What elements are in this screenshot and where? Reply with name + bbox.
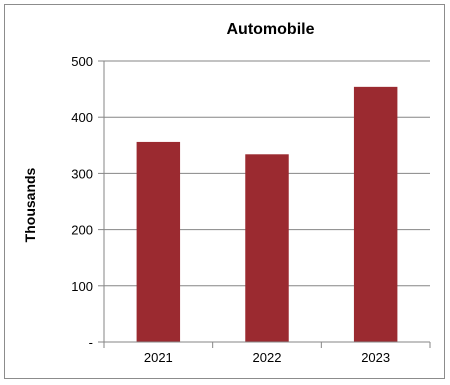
- bar-2022: [245, 154, 289, 342]
- y-tick-label: 500: [71, 54, 93, 69]
- bar-2021: [136, 141, 181, 342]
- y-tick-label: -: [89, 335, 93, 350]
- chart-title: Automobile: [226, 21, 315, 38]
- y-tick-labels: - 100 200 300 400 500: [71, 54, 93, 350]
- y-tick-label: 100: [71, 279, 93, 294]
- x-tick-label: 2023: [361, 350, 390, 365]
- y-tick-label: 400: [71, 110, 93, 125]
- bars: [136, 86, 398, 343]
- y-tick-label: 300: [71, 166, 93, 181]
- x-tick-label: 2022: [253, 350, 282, 365]
- axes: [103, 61, 431, 348]
- bar-2023: [353, 86, 398, 343]
- y-tick-label: 200: [71, 223, 93, 238]
- x-tick-label: 2021: [144, 350, 173, 365]
- x-tick-labels: 2021 2022 2023: [144, 350, 390, 365]
